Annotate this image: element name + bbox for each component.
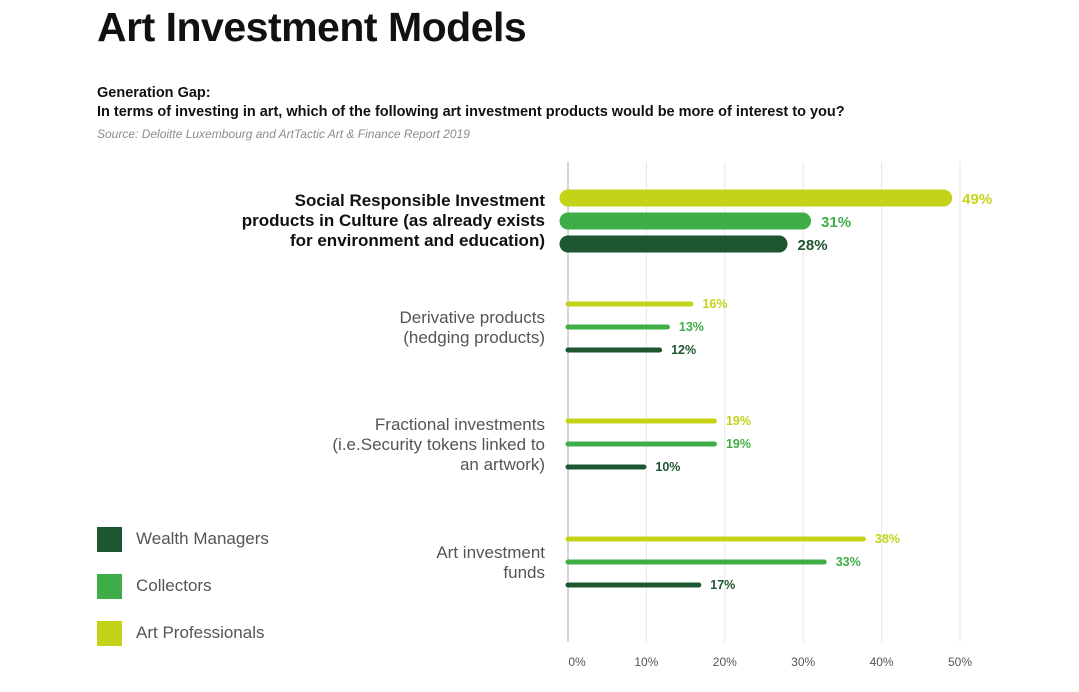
x-tick-label: 50% — [948, 655, 972, 669]
data-label: 28% — [798, 237, 828, 254]
x-tick-label: 20% — [713, 655, 737, 669]
chart-subtitle: Generation Gap: — [97, 85, 211, 101]
category-label-line: (i.e.Security tokens linked to — [332, 435, 545, 454]
data-label: 33% — [836, 555, 861, 569]
data-label: 13% — [679, 320, 704, 334]
x-tick-label: 30% — [791, 655, 815, 669]
data-label: 16% — [702, 297, 727, 311]
data-label: 38% — [875, 532, 900, 546]
data-label: 17% — [710, 578, 735, 592]
category-label-sri: Social Responsible Investment products i… — [242, 191, 545, 251]
data-label: 49% — [962, 191, 992, 208]
category-label-line: an artwork) — [459, 455, 545, 474]
category-label-line: products in Culture (as already exists — [241, 211, 545, 230]
legend-swatch — [97, 573, 122, 599]
x-tick-label: 40% — [870, 655, 894, 669]
data-label: 31% — [821, 214, 851, 231]
category-label-line: Social Responsible Investment — [294, 191, 545, 210]
chart-title: Art Investment Models — [97, 4, 527, 50]
legend-item-art-professionals: Art Professionals — [97, 620, 265, 646]
data-label: 19% — [726, 437, 751, 451]
category-label-line: Fractional investments — [374, 415, 545, 434]
legend-label: Art Professionals — [136, 623, 265, 642]
x-tick-label: 0% — [568, 655, 586, 669]
category-label-fractional: Fractional investments (i.e.Security tok… — [332, 415, 545, 475]
legend-swatch — [97, 526, 122, 552]
data-label: 19% — [726, 414, 751, 428]
data-label: 12% — [671, 343, 696, 357]
category-label-derivative: Derivative products (hedging products) — [399, 308, 545, 348]
legend-swatch — [97, 620, 122, 646]
legend-label: Collectors — [136, 576, 212, 595]
source-note: Source: Deloitte Luxembourg and ArtTacti… — [97, 127, 470, 141]
survey-question: In terms of investing in art, which of t… — [97, 104, 845, 120]
data-label: 10% — [655, 460, 680, 474]
x-tick-label: 10% — [634, 655, 658, 669]
legend-item-collectors: Collectors — [97, 573, 212, 599]
category-label-funds: Art investment funds — [436, 543, 545, 583]
category-label-line: funds — [503, 563, 545, 582]
category-label-line: Art investment — [436, 543, 545, 562]
legend-item-wealth-managers: Wealth Managers — [97, 526, 269, 552]
category-label-line: for environment and education) — [289, 231, 545, 250]
category-label-line: (hedging products) — [403, 328, 545, 347]
legend-label: Wealth Managers — [136, 529, 269, 548]
category-label-line: Derivative products — [399, 308, 545, 327]
